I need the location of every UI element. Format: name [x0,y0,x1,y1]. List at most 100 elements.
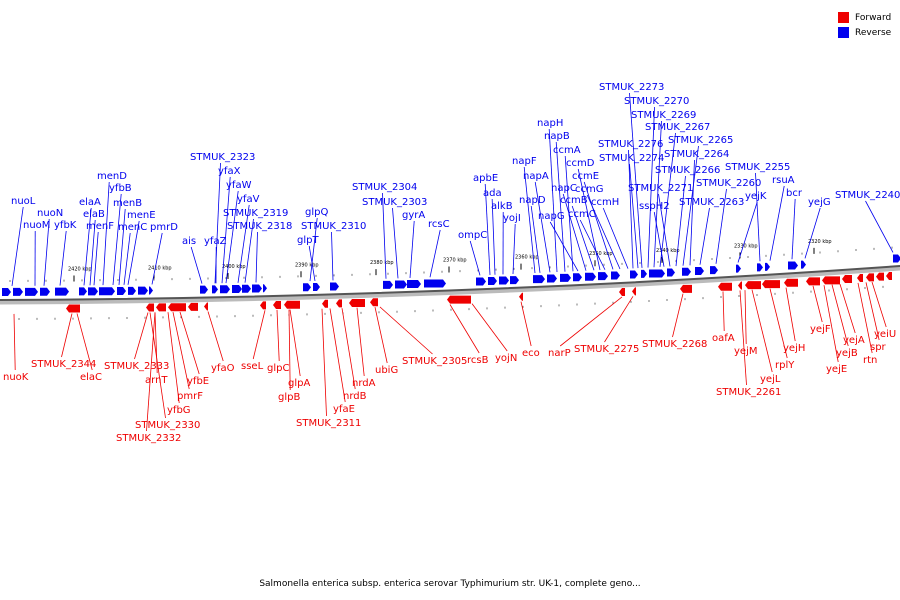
forward-gene-label: yeiU [874,329,896,340]
tick-label: 2390 kbp [295,262,319,268]
reverse-gene-arrow [149,286,153,295]
label-leader [857,282,873,354]
label-leader [769,288,788,359]
tick-label: 2410 kbp [148,265,172,271]
tick-label: 2400 kbp [222,264,246,270]
label-leader [744,290,747,345]
label-leader [356,307,365,377]
reverse-gene-arrow [200,285,208,294]
forward-gene-arrow [146,303,154,312]
reverse-gene-arrow [598,272,608,281]
label-leader [737,201,758,263]
label-leader [583,181,614,270]
label-leader [93,231,99,286]
forward-gene-label: elaC [80,372,102,383]
reverse-gene-arrow [313,282,320,291]
forward-gene-label: glpB [278,392,300,403]
reverse-gene-arrow [212,285,218,294]
reverse-gene-label: rsuA [772,175,795,186]
reverse-gene-arrow [893,254,900,263]
forward-gene-label: yfbE [187,376,209,387]
label-leader [59,230,67,286]
reverse-gene-label: glpT [297,235,319,246]
reverse-gene-arrow [510,276,519,285]
forward-gene-label: STMUK_2305 [402,356,467,367]
reverse-gene-arrow [263,284,267,293]
forward-gene-label: STMUK_2333 [104,361,169,372]
reverse-gene-label: STMUK_2263 [679,197,744,208]
reverse-gene-arrow [55,287,69,296]
forward-gene-arrow [762,280,780,289]
tick-label: 2350 kbp [589,251,613,257]
label-leader [321,308,327,417]
genome-backbone-shadow [0,265,900,305]
reverse-gene-arrow [25,287,38,296]
ruler-ticks: 2420 kbp 2410 kbp 2400 kbp 2390 kbp 2380 kbp… [9,239,893,320]
reverse-gene-label: napA [523,171,549,182]
label-leader [839,284,856,334]
legend: Forward Reverse [838,10,891,40]
forward-gene-arrow [273,301,281,310]
forward-gene-label: STMUK_2344 [31,359,96,370]
reverse-gene-arrow [682,267,691,276]
label-leader [804,207,821,259]
label-leaders [11,92,894,432]
reverse-gene-arrow [649,269,665,278]
label-leader [237,204,250,283]
reverse-gene-label: napC [551,183,577,194]
tick-label: 2370 kbp [443,258,467,264]
reverse-gene-label: menF [86,221,114,232]
label-leader [672,293,684,338]
label-leader [604,296,634,343]
label-leader [659,132,676,267]
reverse-gene-arrow [641,269,647,278]
legend-reverse: Reverse [838,25,891,40]
label-leader [682,145,699,266]
label-leader [769,185,785,261]
reverse-gene-arrow [788,261,798,270]
reverse-gene-label: yfaV [237,194,260,205]
label-leader [722,291,725,332]
label-leader [289,309,301,377]
reverse-gene-arrow [560,273,571,282]
label-leader [309,217,318,282]
reverse-gene-arrow [407,280,421,289]
reverse-gene-label: STMUK_2267 [645,122,710,133]
reverse-gene-label: STMUK_2276 [598,139,663,150]
forward-gene-label: pmrF [177,391,203,402]
reverse-gene-label: yfaX [218,166,241,177]
forward-gene-arrow [370,298,378,307]
label-leader [579,219,606,270]
tick-label: 2420 kbp [68,266,92,272]
label-leader [329,308,346,403]
reverse-gene-label: menD [97,171,127,182]
gene-arrows [2,254,900,313]
label-leader [548,128,558,273]
label-leader [831,284,849,347]
reverse-gene-arrow [585,272,596,281]
reverse-gene-label: elaB [83,209,105,220]
reverse-gene-label: ccmD [566,158,595,169]
reverse-gene-arrow [533,275,545,284]
reverse-gene-label: STMUK_2271 [628,183,693,194]
reverse-gene-arrow [801,260,806,269]
reverse-gene-label: STMUK_2304 [352,182,417,193]
label-leader [127,220,140,285]
label-leader [409,220,415,278]
label-leader [689,159,695,266]
reverse-gene-arrow [424,279,446,288]
forward-gene-arrow [866,273,874,282]
label-leader [739,290,747,386]
label-leader [83,207,92,286]
label-leader [549,221,579,272]
reverse-gene-label: menE [127,210,156,221]
reverse-gene-label: STMUK_2270 [624,96,689,107]
forward-gene-label: STMUK_2275 [574,344,639,355]
forward-gene-label: yfaE [333,404,355,415]
label-leader [520,301,532,347]
reverse-gene-arrow [40,287,50,296]
forward-gene-label: yejF [810,324,831,335]
reverse-gene-label: pmrD [150,222,178,233]
reverse-gene-label: ccmB [560,195,588,206]
